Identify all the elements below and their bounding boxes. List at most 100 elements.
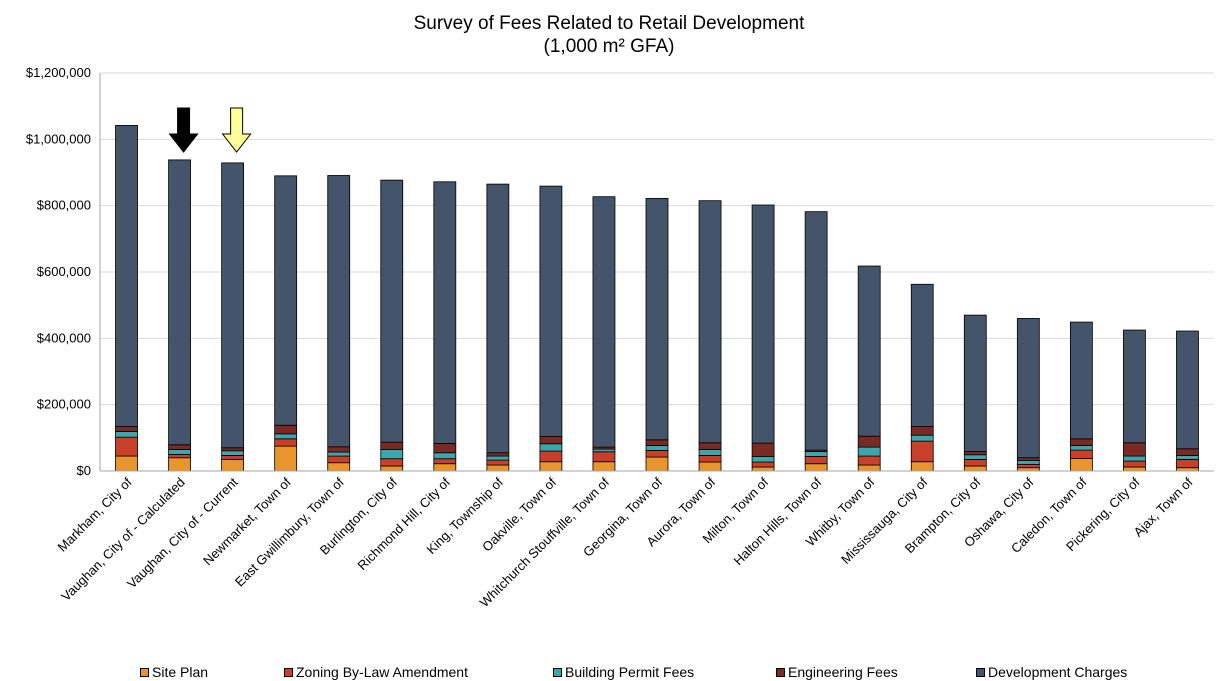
bar-segment — [221, 450, 245, 456]
legend-swatch — [284, 667, 293, 677]
bar-segment — [486, 183, 510, 454]
bar-segment — [327, 462, 351, 472]
bar-segment — [274, 433, 298, 440]
bar-segment — [592, 451, 616, 463]
bar-segment — [433, 443, 457, 454]
bar-segment — [804, 463, 828, 472]
bar-segment — [1016, 463, 1040, 469]
bar-segment — [380, 465, 404, 472]
bar-segment — [910, 440, 934, 463]
down-arrow-icon — [168, 107, 199, 153]
bar-segment — [1176, 448, 1199, 456]
x-tick-label: Richmond Hill, City of — [354, 474, 453, 573]
bar-segment — [115, 455, 138, 472]
y-tick-label: $0 — [77, 463, 91, 478]
bar-segment — [804, 456, 828, 465]
title-line: Survey of Fees Related to Retail Develop… — [413, 13, 805, 34]
x-tick-label: Halton Hills, Town of — [731, 474, 825, 568]
bar-segment — [380, 441, 404, 450]
y-tick-label: $1,000,000 — [26, 131, 91, 146]
bar-segment — [1069, 445, 1093, 451]
legend: Site Plan Zoning By-Law Amendment Building… — [0, 664, 1218, 680]
bar-segment — [539, 443, 563, 452]
bar-segment — [168, 444, 191, 450]
bar-segment — [645, 439, 669, 446]
bar-segment — [857, 464, 881, 472]
legend-label: Building Permit Fees — [565, 664, 695, 680]
y-tick-label: $800,000 — [37, 198, 91, 213]
legend-item: Building Permit Fees — [553, 664, 694, 680]
legend-label: Zoning By-Law Amendment — [296, 664, 468, 680]
bar-segment — [857, 435, 881, 448]
legend-item: Development Charges — [976, 664, 1127, 680]
legend-label: Site Plan — [152, 664, 209, 680]
bar-segment — [1176, 458, 1199, 469]
bar-segment — [698, 449, 722, 456]
bar-segment — [645, 456, 669, 472]
bar-segment — [274, 438, 298, 447]
bar-segment — [327, 455, 351, 464]
axes — [99, 73, 1214, 472]
legend-label: Engineering Fees — [788, 664, 898, 680]
y-axis-ticks: $0 $200,000 $400,000 $600,000 $800,000 $1,000… — [26, 65, 91, 478]
bar-segment — [751, 461, 775, 468]
bar-segment — [963, 458, 987, 467]
bar-segment — [857, 455, 881, 466]
y-tick-label: $600,000 — [37, 264, 91, 279]
bar-segment — [221, 458, 245, 472]
bar-segment — [910, 461, 934, 472]
bar-segment — [645, 445, 669, 451]
bar-segment — [698, 442, 722, 450]
bar-segment — [751, 466, 775, 472]
bar-segment — [168, 457, 191, 472]
bar-segment — [433, 458, 457, 465]
bar-segment — [698, 455, 722, 463]
bar-segment — [751, 456, 775, 463]
bar-segment — [274, 445, 298, 472]
legend-label: Development Charges — [988, 664, 1128, 680]
bar-segment — [221, 162, 245, 449]
bar-segment — [539, 185, 563, 437]
bar-segment — [221, 447, 245, 452]
x-tick-label: Vaughan, City of - Current — [124, 474, 241, 591]
bar-segment — [1069, 457, 1093, 472]
bar-segment — [327, 446, 351, 453]
bar-segment — [380, 179, 404, 443]
bar-segment — [380, 458, 404, 467]
bar-segment — [698, 200, 722, 444]
bar-segment — [115, 426, 138, 432]
bar-segment — [168, 454, 191, 459]
bar-segment — [327, 451, 351, 457]
legend-swatch — [140, 667, 149, 677]
legend-item: Zoning By-Law Amendment — [284, 664, 468, 680]
bar-segment — [910, 426, 934, 436]
bar-segment — [168, 159, 191, 446]
bar-segment — [1123, 442, 1146, 457]
bar-segment — [751, 442, 775, 457]
bar-segment — [433, 463, 457, 472]
bar-segment — [963, 454, 987, 460]
x-tick-label: East Gwillimbury, Town of — [232, 474, 347, 589]
legend-swatch — [976, 667, 985, 677]
bar-segment — [486, 452, 510, 457]
bar-segment — [592, 461, 616, 472]
bar-segment — [963, 451, 987, 456]
bar-segment — [910, 434, 934, 442]
legend-item: Site Plan — [140, 664, 208, 680]
legend-swatch — [553, 667, 562, 677]
bar-segment — [963, 465, 987, 472]
y-tick-label: $200,000 — [37, 397, 91, 412]
annotations — [168, 107, 252, 153]
bar-segment — [1123, 466, 1146, 472]
bar-segment — [1176, 455, 1199, 460]
legend-swatch — [776, 667, 785, 677]
bar-segment — [115, 436, 138, 457]
bar-segment — [1069, 449, 1093, 459]
bar-segment — [539, 450, 563, 463]
bar-segment — [698, 461, 722, 472]
bar-segment — [804, 211, 828, 451]
bar-segment — [910, 283, 934, 427]
x-tick-label: Newmarket, Town of — [200, 474, 294, 568]
